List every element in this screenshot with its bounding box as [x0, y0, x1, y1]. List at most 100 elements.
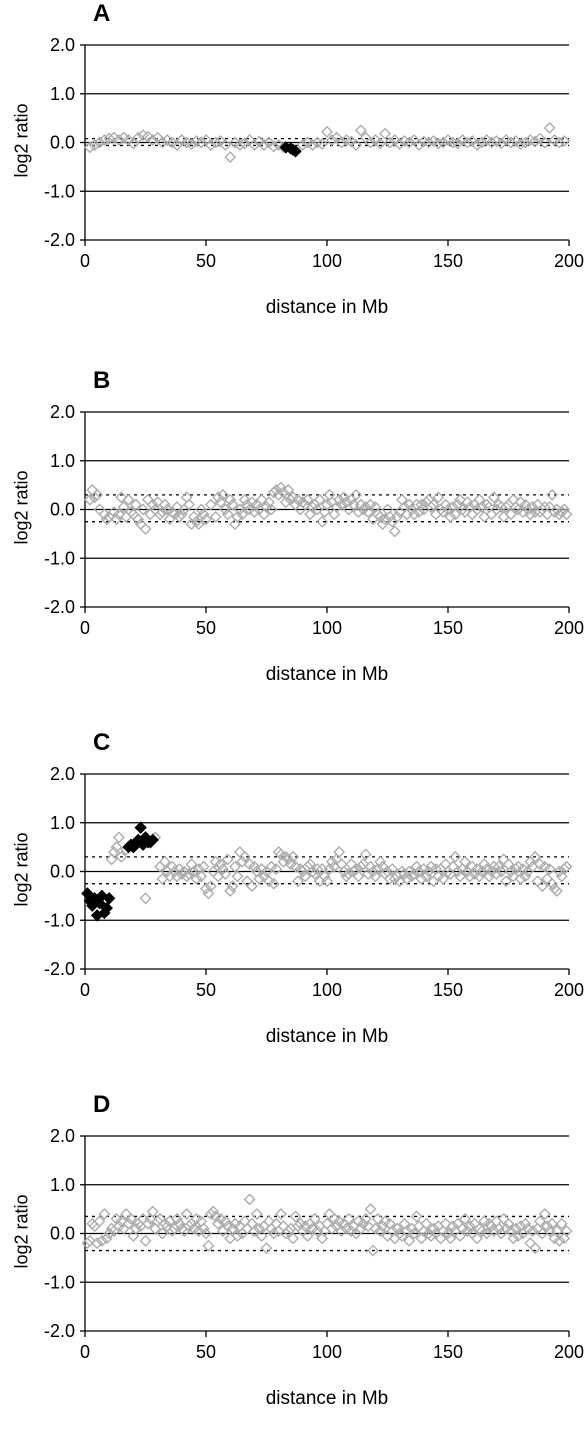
chart-a: 2.0 1.0 0.0 -1.0 -2.00 50 100 150 200	[44, 35, 584, 271]
data-point	[408, 508, 421, 521]
data-point	[156, 136, 169, 149]
data-point	[461, 136, 474, 149]
data-point	[299, 1220, 312, 1233]
data-point	[287, 1232, 300, 1245]
data-point	[308, 1212, 321, 1225]
panel-label: B	[93, 367, 111, 394]
y-tick-label: 1.0	[50, 813, 75, 833]
data-point	[204, 139, 217, 151]
x-tick-label: 50	[196, 1342, 216, 1362]
data-point	[238, 137, 251, 150]
data-point	[560, 1225, 573, 1237]
y-tick-label: 2.0	[50, 402, 75, 422]
data-point	[500, 875, 512, 888]
data-point	[166, 1225, 179, 1237]
data-point	[313, 493, 326, 506]
data-point	[231, 870, 244, 883]
data-point	[342, 1212, 355, 1225]
data-point	[345, 135, 358, 148]
data-point	[555, 1217, 568, 1230]
data-point	[192, 518, 205, 531]
data-point	[512, 1230, 525, 1242]
data-point	[354, 860, 367, 873]
x-tick-label: 100	[312, 251, 342, 271]
data-point	[367, 1244, 379, 1257]
data-point	[449, 850, 462, 863]
data-point	[321, 875, 333, 888]
data-point	[301, 493, 314, 506]
data-point	[316, 1232, 329, 1245]
data-point	[325, 855, 338, 868]
chart-c: 2.0 1.0 0.0 -1.0 -2.00 50 100 150 200	[44, 764, 584, 1000]
data-point	[219, 1215, 232, 1228]
data-point	[112, 134, 125, 146]
data-point	[142, 493, 154, 506]
data-point	[560, 860, 573, 873]
data-point	[166, 860, 179, 873]
data-point	[229, 860, 241, 873]
data-point	[359, 501, 372, 513]
data-point	[369, 870, 382, 883]
data-point	[267, 140, 280, 153]
x-tick-label: 100	[312, 1342, 342, 1362]
data-point	[151, 1215, 164, 1228]
data-point	[379, 127, 391, 140]
data-point	[224, 151, 237, 164]
data-point	[325, 134, 338, 146]
data-point	[192, 1225, 205, 1237]
data-point	[459, 855, 471, 868]
data-point	[538, 1208, 551, 1220]
data-point	[209, 510, 222, 523]
data-point	[229, 518, 241, 531]
data-point	[200, 882, 212, 895]
data-point	[369, 134, 382, 146]
x-tick-label: 50	[196, 251, 216, 271]
data-point	[526, 1225, 539, 1237]
data-point	[350, 139, 362, 151]
data-point	[139, 1234, 152, 1247]
data-point	[534, 132, 546, 145]
data-point	[195, 136, 208, 149]
data-point	[400, 1225, 413, 1237]
x-tick-label: 0	[80, 980, 90, 1000]
data-point	[500, 501, 512, 513]
data-point	[224, 885, 237, 897]
data-point	[115, 491, 128, 504]
data-point	[200, 513, 212, 526]
data-point	[454, 1230, 467, 1242]
data-point	[439, 1217, 452, 1230]
data-point	[374, 855, 387, 868]
data-point	[171, 501, 183, 513]
x-tick-label: 200	[554, 980, 584, 1000]
data-point	[195, 870, 208, 883]
data-point	[299, 870, 312, 883]
data-point	[112, 508, 125, 521]
data-point	[233, 846, 246, 858]
data-point	[154, 508, 166, 521]
data-point	[550, 1225, 563, 1237]
data-point	[432, 491, 445, 504]
data-point	[151, 496, 164, 509]
data-point	[437, 872, 450, 885]
data-point-aberrant	[100, 901, 113, 915]
y-tick-label: -2.0	[44, 1321, 75, 1341]
data-point	[292, 875, 304, 888]
data-point	[519, 136, 532, 149]
data-point	[248, 139, 261, 151]
data-point	[137, 503, 149, 516]
chart-b: 2.0 1.0 0.0 -1.0 -2.00 50 100 150 200	[44, 402, 584, 638]
data-point	[519, 1217, 532, 1230]
data-point	[91, 1237, 104, 1250]
data-point	[282, 484, 295, 496]
data-point	[391, 1222, 404, 1235]
data-point	[454, 493, 467, 506]
data-point	[357, 858, 370, 871]
data-point	[88, 139, 101, 151]
data-point	[83, 1234, 96, 1247]
data-point	[524, 855, 537, 868]
data-point	[156, 506, 169, 518]
data-point	[364, 1203, 377, 1216]
data-point	[139, 892, 152, 905]
data-point	[543, 121, 556, 134]
data-point	[214, 858, 227, 871]
